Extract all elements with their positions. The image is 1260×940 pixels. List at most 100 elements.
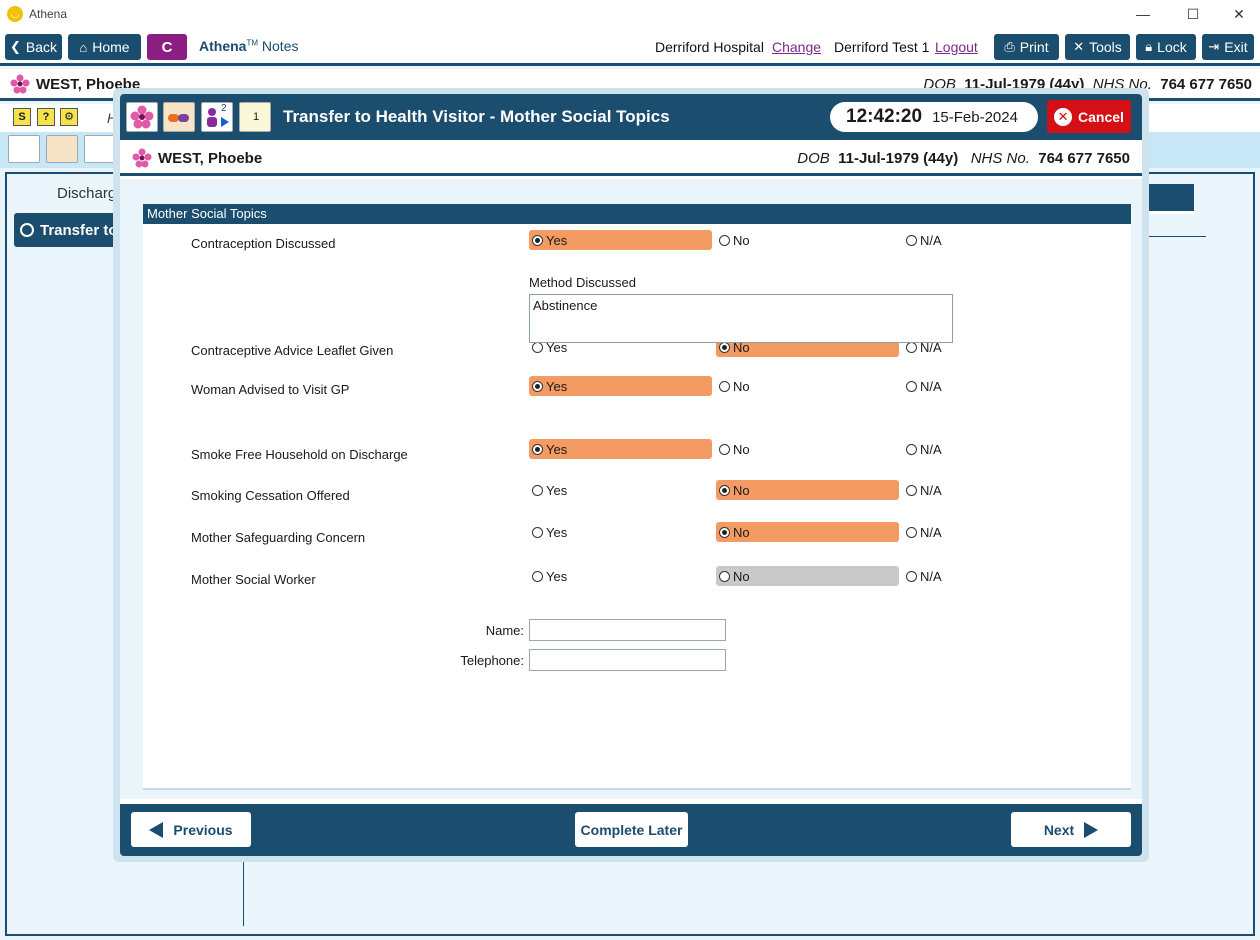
brand-name: Athena xyxy=(199,38,247,54)
option-no[interactable]: No xyxy=(716,480,899,500)
exit-icon: ⇥ xyxy=(1208,39,1220,54)
cancel-icon: ✕ xyxy=(1054,107,1073,126)
option-label: No xyxy=(733,378,750,394)
option-na[interactable]: N/A xyxy=(903,230,963,250)
option-yes[interactable]: Yes xyxy=(529,230,712,250)
option-na[interactable]: N/A xyxy=(903,522,963,542)
complete-later-button[interactable]: Complete Later xyxy=(575,812,688,847)
option-yes[interactable]: Yes xyxy=(529,337,712,357)
dob-value: 11-Jul-1979 (44y) xyxy=(838,150,959,167)
telephone-label: Telephone: xyxy=(460,653,524,668)
radio-icon xyxy=(906,443,917,455)
radio-icon xyxy=(532,341,543,353)
nhs-label: NHS No. xyxy=(970,150,1030,167)
option-label: N/A xyxy=(920,568,942,584)
radio-icon xyxy=(532,570,543,582)
modal-patient-banner: WEST, Phoebe DOB 11-Jul-1979 (44y) NHS N… xyxy=(120,140,1142,176)
bg-transfer-label: Transfer to xyxy=(40,221,118,239)
option-no[interactable]: No xyxy=(716,230,899,250)
clock-date: 15-Feb-2024 xyxy=(932,108,1018,126)
radio-icon xyxy=(906,341,917,353)
option-na[interactable]: N/A xyxy=(903,566,963,586)
previous-button[interactable]: Previous xyxy=(131,812,251,847)
option-no[interactable]: No xyxy=(716,376,899,396)
question-label: Mother Social Worker xyxy=(191,572,316,587)
radio-icon xyxy=(20,223,34,237)
option-no[interactable]: No xyxy=(716,439,899,459)
brand-tm: TM xyxy=(246,38,259,48)
dob-label: DOB xyxy=(797,150,830,167)
change-link[interactable]: Change xyxy=(772,39,822,55)
tools-button[interactable]: ✕ Tools xyxy=(1065,34,1130,60)
option-no[interactable]: No xyxy=(716,522,899,542)
option-label: Yes xyxy=(546,568,568,584)
question-label: Contraception Discussed xyxy=(191,236,336,251)
bg-discharge-label: Discharg xyxy=(57,185,117,202)
telephone-field[interactable] xyxy=(529,649,726,671)
back-button[interactable]: ❮ Back xyxy=(5,34,62,60)
print-button[interactable]: ⎙ Print xyxy=(994,34,1059,60)
maximize-icon[interactable]: ☐ xyxy=(1186,5,1200,22)
modal-title: Transfer to Health Visitor - Mother Soci… xyxy=(283,107,670,126)
option-label: No xyxy=(733,441,750,457)
lock-button[interactable]: 🔒︎ Lock xyxy=(1136,34,1196,60)
modal-body: Mother Social Topics Contraception Discu… xyxy=(120,179,1142,799)
close-window-icon[interactable]: ✕ xyxy=(1233,5,1245,22)
radio-icon xyxy=(719,526,730,538)
exit-button[interactable]: ⇥ Exit xyxy=(1202,34,1254,60)
tools-label: Tools xyxy=(1089,39,1122,55)
option-no[interactable]: No xyxy=(716,566,899,586)
clock-time: 12:42:20 xyxy=(846,106,923,127)
next-label: Next xyxy=(1043,821,1075,838)
cancel-button[interactable]: ✕ Cancel xyxy=(1047,100,1131,133)
method-discussed-field[interactable]: Abstinence xyxy=(529,294,953,343)
logout-link[interactable]: Logout xyxy=(935,39,978,55)
clock-display: 12:42:20 15-Feb-2024 xyxy=(830,102,1038,132)
section-heading: Mother Social Topics xyxy=(143,204,1131,224)
c-button[interactable]: C xyxy=(147,34,187,60)
bg-people-icon[interactable] xyxy=(84,135,116,163)
radio-icon xyxy=(719,570,730,582)
option-label: Yes xyxy=(546,378,568,394)
c-label: C xyxy=(161,38,173,56)
patient-dob-nhs: DOB 11-Jul-1979 (44y) NHS No. 764 677 76… xyxy=(797,150,1130,167)
home-button[interactable]: ⌂ Home xyxy=(68,34,141,60)
bg-flower-icon[interactable] xyxy=(8,135,40,163)
option-yes[interactable]: Yes xyxy=(529,376,712,396)
flower-icon[interactable] xyxy=(126,102,158,132)
notebook-badge: 1 xyxy=(253,111,260,123)
s-icon[interactable]: S xyxy=(13,108,31,126)
question-label: Contraceptive Advice Leaflet Given xyxy=(191,343,394,358)
option-label: N/A xyxy=(920,378,942,394)
radio-icon xyxy=(906,234,917,246)
option-yes[interactable]: Yes xyxy=(529,566,712,586)
minimize-icon[interactable]: — xyxy=(1136,6,1150,22)
notebook-icon[interactable]: 1 xyxy=(239,102,271,132)
option-label: No xyxy=(733,482,750,498)
radio-icon xyxy=(532,443,543,455)
option-yes[interactable]: Yes xyxy=(529,522,712,542)
option-label: No xyxy=(733,232,750,248)
nhs-value: 764 677 7650 xyxy=(1038,150,1130,167)
option-yes[interactable]: Yes xyxy=(529,439,712,459)
medication-icon[interactable] xyxy=(163,102,195,132)
next-button[interactable]: Next xyxy=(1011,812,1131,847)
radio-icon xyxy=(906,380,917,392)
bg-vertical-divider xyxy=(243,858,244,926)
settings-icon[interactable]: ⚙ xyxy=(60,108,78,126)
bg-medication-icon[interactable] xyxy=(46,135,78,163)
radio-icon xyxy=(532,484,543,496)
option-na[interactable]: N/A xyxy=(903,376,963,396)
option-yes[interactable]: Yes xyxy=(529,480,712,500)
people-icon[interactable]: 2 xyxy=(201,102,233,132)
name-field[interactable] xyxy=(529,619,726,641)
bg-transfer-item[interactable]: Transfer to xyxy=(14,213,122,247)
radio-icon xyxy=(719,234,730,246)
question-label: Woman Advised to Visit GP xyxy=(191,382,350,397)
option-na[interactable]: N/A xyxy=(903,439,963,459)
lock-icon: 🔒︎ xyxy=(1145,39,1153,54)
flower-icon xyxy=(132,148,152,168)
option-na[interactable]: N/A xyxy=(903,480,963,500)
question-label: Smoke Free Household on Discharge xyxy=(191,447,408,462)
help-icon[interactable]: ? xyxy=(37,108,55,126)
